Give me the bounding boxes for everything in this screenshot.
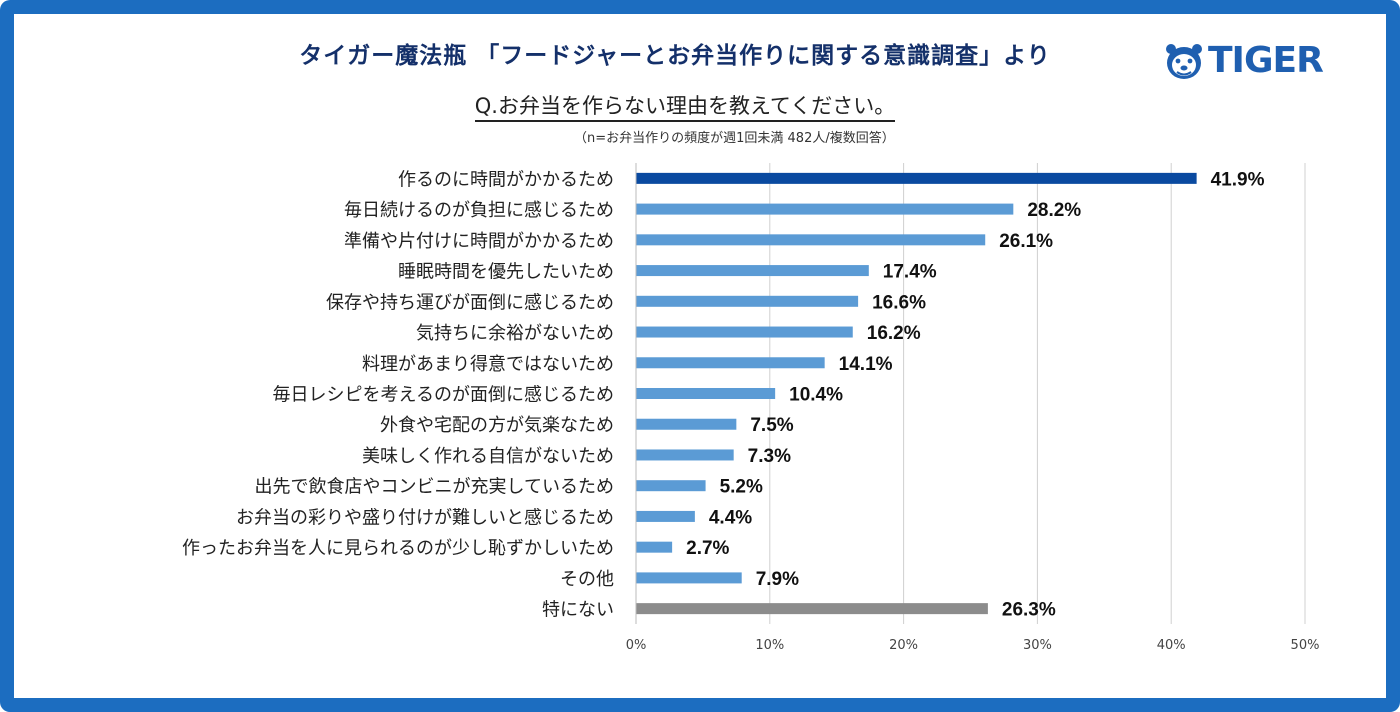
value-label: 7.3% xyxy=(748,446,791,467)
category-label: 保存や持ち運びが面倒に感じるため xyxy=(326,292,614,313)
bar xyxy=(636,449,734,461)
value-label: 10.4% xyxy=(789,385,843,406)
tiger-head-icon xyxy=(1166,44,1202,79)
question-text: Q.お弁当を作らない理由を教えてください。 xyxy=(0,90,1370,122)
value-label: 17.4% xyxy=(883,262,937,283)
category-label: その他 xyxy=(560,569,614,590)
question-label: Q.お弁当を作らない理由を教えてください。 xyxy=(474,94,896,122)
logo-text: TIGER xyxy=(1208,40,1324,81)
bar xyxy=(636,172,1197,184)
value-label: 16.2% xyxy=(867,323,921,344)
bar xyxy=(636,572,742,584)
bar xyxy=(636,357,825,369)
value-label: 26.3% xyxy=(1002,600,1056,621)
bar xyxy=(636,603,988,615)
value-label: 4.4% xyxy=(709,507,752,528)
value-label: 26.1% xyxy=(999,231,1053,252)
x-tick-label: 10% xyxy=(755,638,784,653)
value-label: 7.5% xyxy=(750,415,793,436)
x-tick-label: 50% xyxy=(1291,638,1320,653)
category-label: 毎日続けるのが負担に感じるため xyxy=(344,200,614,221)
value-label: 16.6% xyxy=(872,292,926,313)
value-label: 14.1% xyxy=(839,354,893,375)
x-tick-label: 20% xyxy=(889,638,918,653)
category-label: 作ったお弁当を人に見られるのが少し恥ずかしいため xyxy=(182,538,614,559)
bar xyxy=(636,265,869,277)
value-label: 2.7% xyxy=(686,538,729,559)
tiger-logo: TIGER xyxy=(1164,40,1344,82)
bar xyxy=(636,326,853,338)
category-label: お弁当の彩りや盛り付けが難しいと感じるため xyxy=(236,507,614,528)
bar xyxy=(636,418,737,430)
x-tick-label: 30% xyxy=(1023,638,1052,653)
category-label: 気持ちに余裕がないため xyxy=(416,323,614,344)
category-label: 特にない xyxy=(542,600,614,621)
category-label: 出先で飲食店やコンビニが充実しているため xyxy=(255,477,614,498)
category-label: 作るのに時間がかかるため xyxy=(398,169,614,190)
value-label: 5.2% xyxy=(720,477,763,498)
x-tick-label: 40% xyxy=(1157,638,1186,653)
category-label: 睡眠時間を優先したいため xyxy=(398,262,614,283)
bar xyxy=(636,295,859,307)
bar xyxy=(636,510,695,522)
category-label: 毎日レシピを考えるのが面倒に感じるため xyxy=(273,385,614,406)
bar xyxy=(636,388,776,399)
value-label: 41.9% xyxy=(1211,169,1265,190)
value-label: 7.9% xyxy=(756,569,799,590)
bar xyxy=(636,234,986,246)
category-label: 準備や片付けに時間がかかるため xyxy=(344,231,614,252)
category-label: 外食や宅配の方が気楽なため xyxy=(380,415,614,436)
bar xyxy=(636,541,673,553)
x-tick-label: 0% xyxy=(626,638,647,653)
bar xyxy=(636,480,706,492)
sample-note: （n=お弁当作りの頻度が週1回未満 482人/複数回答） xyxy=(574,131,895,146)
value-label: 28.2% xyxy=(1027,200,1081,221)
category-label: 料理があまり得意ではないため xyxy=(362,354,614,375)
category-label: 美味しく作れる自信がないため xyxy=(362,446,614,467)
chart-title: タイガー魔法瓶 「フードジャーとお弁当作りに関する意識調査」より xyxy=(299,43,1051,69)
bar xyxy=(636,203,1014,215)
